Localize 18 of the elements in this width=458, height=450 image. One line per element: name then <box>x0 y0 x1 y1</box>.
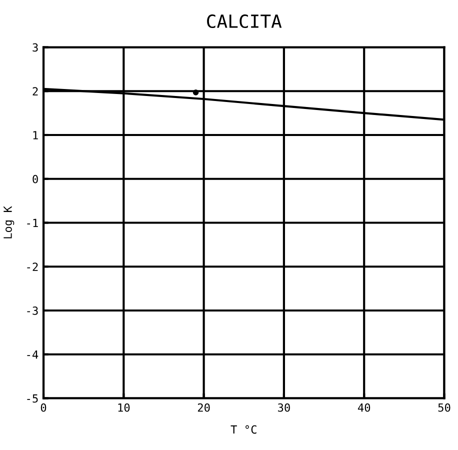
y-tick-label: 2 <box>32 87 38 96</box>
x-tick-label: 40 <box>358 403 370 412</box>
x-tick-label: 20 <box>198 403 210 412</box>
y-axis-title: Log K <box>4 206 14 238</box>
y-tick-label: -3 <box>27 306 38 315</box>
y-tick-label: -1 <box>27 218 38 227</box>
x-tick-label: 30 <box>278 403 290 412</box>
x-axis-title: T °C <box>230 425 256 434</box>
chart-title: CALCITA <box>207 14 282 28</box>
x-tick-label: 10 <box>118 403 130 412</box>
y-tick-label: -2 <box>27 262 38 271</box>
x-tick-label: 50 <box>438 403 450 412</box>
y-tick-label: 1 <box>33 131 38 140</box>
y-tick-label: -5 <box>27 394 38 403</box>
y-tick-label: 3 <box>32 43 38 52</box>
x-tick-label: 0 <box>40 403 46 412</box>
y-tick-label: 0 <box>32 174 38 184</box>
y-tick-label: -4 <box>27 350 38 359</box>
